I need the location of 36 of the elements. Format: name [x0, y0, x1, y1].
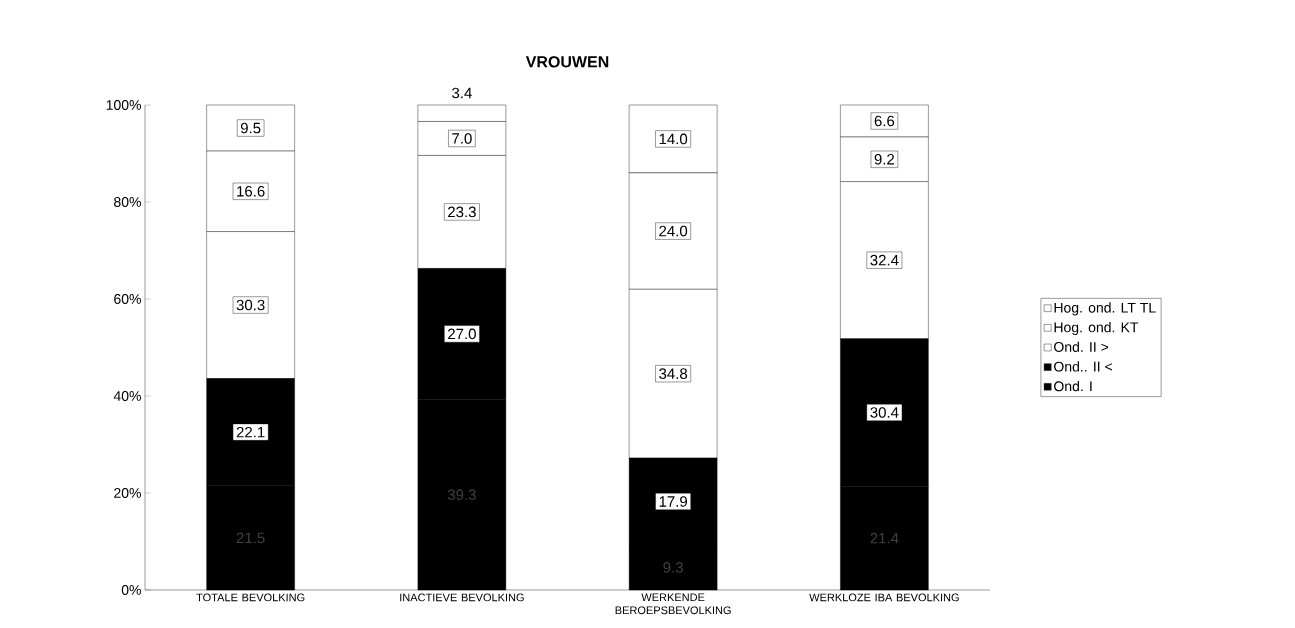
data-label: 6.6 [874, 115, 895, 127]
data-label: 9.3 [663, 562, 683, 573]
data-label: 22.1 [236, 426, 265, 438]
data-label: 34.8 [659, 368, 688, 379]
data-label: 30.3 [236, 299, 265, 311]
data-label: 24.0 [659, 225, 688, 237]
y-tick-label: 0% [121, 585, 141, 595]
x-tick-label: INACTIEVE BEVOLKING [400, 593, 524, 602]
y-tick-label: 60% [114, 294, 141, 304]
data-label: 21.4 [870, 532, 899, 544]
data-label: 27.0 [448, 328, 476, 340]
y-tick-label: 80% [114, 197, 141, 207]
data-label: 21.5 [236, 532, 265, 544]
legend-label: Hog. ond. LT TL [1054, 302, 1156, 316]
x-tick-label: TOTALE BEVOLKING [196, 593, 305, 602]
x-tick-label: WERKENDE BEROEPSBEVOLKING [615, 593, 731, 615]
legend-label: Ond. II > [1054, 341, 1109, 352]
data-label: 23.3 [448, 206, 476, 218]
data-label: 32.4 [870, 254, 899, 266]
x-tick-label: WERKLOZE IBA BEVOLKING [809, 593, 959, 602]
data-label: 16.6 [237, 186, 265, 197]
data-label: 7.0 [452, 133, 472, 144]
data-label: 3.4 [452, 87, 472, 99]
data-label: 39.3 [447, 489, 476, 500]
data-label: 9.2 [874, 153, 895, 165]
legend-label: Ond.. II < [1054, 361, 1113, 372]
legend-label: Ond. I [1054, 380, 1092, 392]
y-tick-label: 100% [106, 100, 141, 110]
data-label: 9.5 [240, 122, 261, 134]
chart-title: VROUWEN [525, 56, 609, 68]
legend-label: Hog. ond. KT [1054, 322, 1139, 336]
data-label: 30.4 [870, 407, 899, 418]
data-label: 14.0 [659, 133, 688, 145]
y-tick-label: 20% [114, 488, 141, 498]
data-label: 17.9 [659, 496, 687, 507]
y-tick-label: 40% [113, 391, 141, 401]
